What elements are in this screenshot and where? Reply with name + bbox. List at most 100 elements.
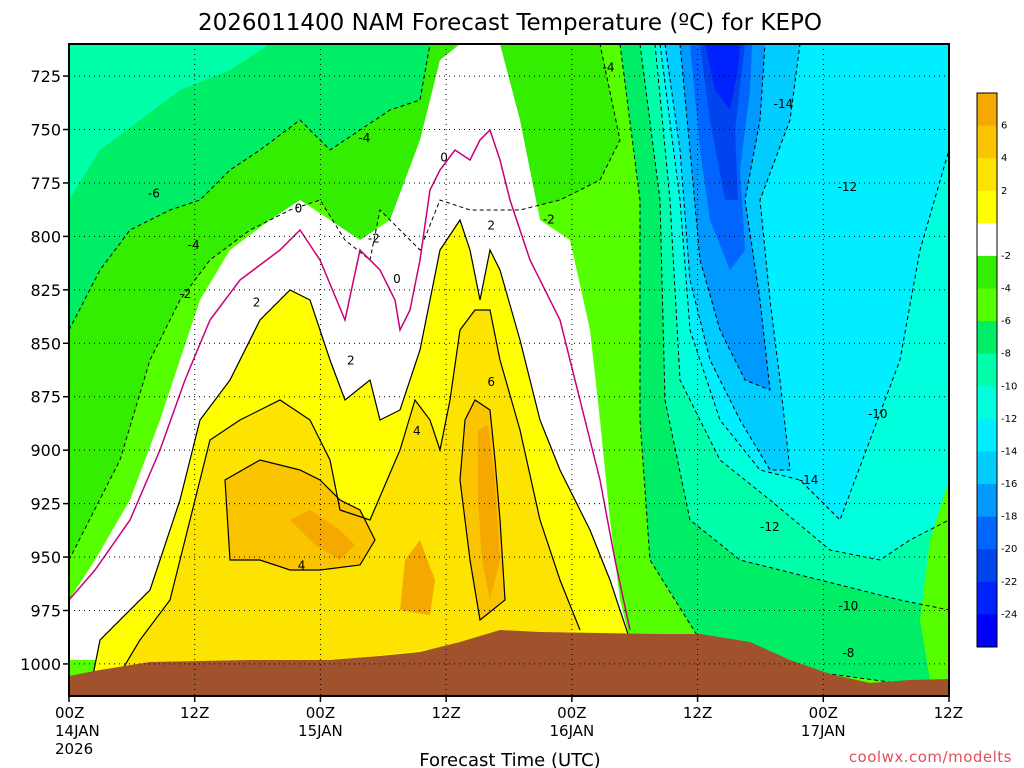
colorbar-swatch: [977, 451, 997, 485]
colorbar-swatch: [977, 549, 997, 583]
x-tick-label: 12Z: [683, 704, 712, 722]
contour-label: -6: [148, 187, 160, 201]
positive-contours: [89, 218, 631, 691]
y-tick-label: 725: [30, 67, 61, 86]
band-6-c: [478, 425, 500, 600]
y-tick-label: 975: [30, 601, 61, 620]
colorbar-label: 4: [1001, 153, 1007, 164]
x-tick-label: 00Z: [557, 704, 586, 722]
x-tick-label: 2026: [55, 740, 93, 758]
colorbar-swatch: [977, 614, 997, 648]
contour-label: -14: [774, 97, 794, 111]
contour-label: 4: [298, 559, 306, 573]
y-tick-label: 850: [30, 334, 61, 353]
x-tick-label: 00Z: [809, 704, 838, 722]
colorbar-label: -16: [1001, 479, 1017, 490]
band-minus-8: [69, 44, 270, 200]
credit-text: coolwx.com/modelts: [849, 748, 1012, 766]
band-2-to-4: [110, 310, 580, 690]
colorbar-label: -22: [1001, 577, 1017, 588]
colorbar-swatch: [977, 255, 997, 290]
x-tick-label: 12Z: [180, 704, 209, 722]
colorbar-label: -2: [1001, 251, 1011, 262]
contour-labels: -4 -14 -4 0 -6 -12 0 2 -2 -4 -2 0 -2 2 2 6 4 -10 -14 -12 4 -1…: [148, 61, 888, 661]
colorbar-swatch: [977, 93, 997, 127]
y-tick-label: 925: [30, 495, 61, 514]
colorbar-swatch: [977, 288, 997, 322]
contour-label: 2: [487, 219, 495, 233]
y-tick-label: 750: [30, 121, 61, 140]
colorbar-label: -4: [1001, 284, 1011, 295]
colorbar-label: -12: [1001, 414, 1017, 425]
x-tick-label: 00Z: [55, 704, 84, 722]
contour-label: -12: [838, 180, 858, 194]
colorbar-swatch: [977, 516, 997, 550]
colorbar-label: -14: [1001, 446, 1017, 457]
contour-label: -2: [179, 287, 191, 301]
x-tick-label: 12Z: [431, 704, 460, 722]
colorbar-label: -6: [1001, 316, 1011, 327]
y-tick-label: 950: [30, 548, 61, 567]
contour-label: -12: [760, 520, 780, 534]
chart-title: 2026011400 NAM Forecast Temperature (ºC)…: [198, 10, 822, 36]
contour-label: -4: [358, 131, 370, 145]
band-minus-24: [705, 44, 740, 110]
terrain: [69, 630, 949, 696]
colorbar-label: -18: [1001, 512, 1017, 523]
x-axis-label: Forecast Time (UTC): [419, 750, 600, 768]
contour-label: -14: [799, 473, 819, 487]
y-tick-label: 825: [30, 281, 61, 300]
x-tick-label: 12Z: [934, 704, 963, 722]
colorbar-swatch: [977, 321, 997, 355]
contour-label: -2: [543, 212, 555, 226]
band-6-b: [400, 540, 435, 615]
colorbar-swatch: [977, 125, 997, 159]
colorbar-label: 2: [1001, 186, 1007, 197]
colorbar-swatch: [977, 386, 997, 420]
colorbar-swatch: [977, 190, 997, 224]
x-tick-label: 00Z: [306, 704, 335, 722]
band-6-a: [290, 510, 355, 560]
zero-degree-contour: [69, 128, 631, 631]
y-tick-label: 875: [30, 388, 61, 407]
contour-label: 0: [295, 202, 303, 216]
colorbar-swatch: [977, 418, 997, 452]
x-tick-label: 16JAN: [549, 722, 594, 740]
colorbar-label: -24: [1001, 609, 1017, 620]
contour-label: 2: [253, 296, 261, 310]
colorbar-label: -8: [1001, 349, 1011, 360]
colorbar-swatch: [977, 223, 997, 257]
y-tick-label: 900: [30, 441, 61, 460]
contour-label: -10: [839, 599, 859, 613]
colorbar-frame: [976, 92, 998, 648]
y-tick-label: 775: [30, 174, 61, 193]
contour-label: 2: [347, 353, 355, 367]
contour-label: 6: [487, 375, 495, 389]
colorbar-label: -10: [1001, 381, 1017, 392]
x-tick-label: 14JAN: [55, 722, 100, 740]
contour-label: -8: [842, 646, 854, 660]
colorbar: 6 4 2 -2 -4 -6 -8 -10 -12 -14 -16 -18 -20 -22 -24: [976, 92, 1017, 648]
colorbar-swatch: [977, 484, 997, 518]
contour-label: -4: [188, 238, 200, 252]
contour-label: -2: [368, 232, 380, 246]
band-right-edge: [920, 480, 949, 690]
contour-label: -4: [603, 61, 615, 75]
colorbar-label: 6: [1001, 121, 1007, 132]
colorbar-swatch: [977, 158, 997, 192]
plot-frame: [68, 43, 950, 697]
grid-lines: [69, 44, 949, 696]
y-tick-label: 1000: [20, 655, 61, 674]
colorbar-swatch: [977, 353, 997, 387]
contour-label: 0: [440, 150, 448, 164]
band-minus-6: [69, 44, 430, 330]
colorbar-swatch: [977, 581, 997, 615]
contour-label: 4: [413, 424, 421, 438]
x-tick-label: 17JAN: [801, 722, 846, 740]
contour-label: 0: [393, 272, 401, 286]
y-axis: 725 750 775 800 825 850 875 900 925 950 975 1000: [20, 67, 69, 674]
colorbar-label: -20: [1001, 544, 1017, 555]
contour-label: -10: [868, 407, 888, 421]
